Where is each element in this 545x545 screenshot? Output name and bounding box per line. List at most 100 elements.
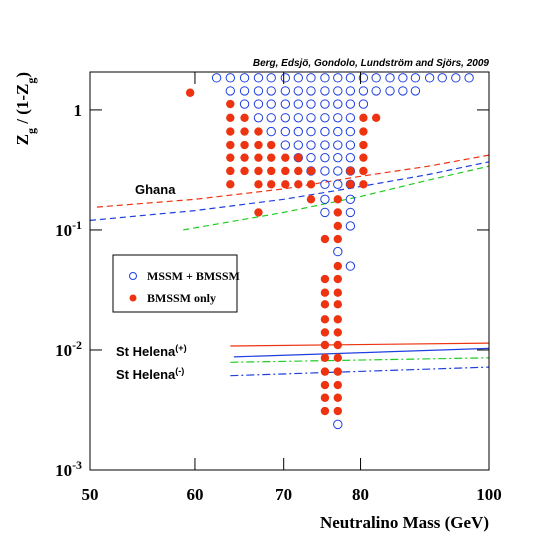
y-tick-label: 1 bbox=[74, 101, 83, 120]
open-point bbox=[345, 221, 356, 231]
open-point bbox=[398, 86, 408, 96]
open-point bbox=[280, 86, 291, 96]
legend-marker bbox=[129, 294, 137, 302]
open-point bbox=[345, 207, 356, 218]
filled-point bbox=[333, 328, 343, 337]
open-point bbox=[345, 126, 356, 137]
x-tick-label: 60 bbox=[186, 485, 203, 504]
filled-point bbox=[254, 180, 263, 189]
open-point bbox=[345, 113, 356, 123]
filled-point bbox=[306, 195, 316, 204]
open-point bbox=[293, 73, 304, 83]
open-point bbox=[306, 99, 316, 109]
filled-point bbox=[240, 153, 249, 162]
filled-point bbox=[359, 166, 368, 176]
open-point bbox=[293, 86, 304, 96]
open-point bbox=[320, 86, 330, 96]
filled-point bbox=[226, 113, 235, 122]
open-point bbox=[345, 73, 356, 83]
filled-point bbox=[320, 328, 330, 337]
filled-point bbox=[333, 221, 343, 231]
filled-point bbox=[281, 166, 290, 176]
annotation: St Helena(-) bbox=[116, 366, 184, 382]
filled-point bbox=[333, 300, 343, 309]
open-point bbox=[320, 207, 330, 218]
open-point bbox=[385, 86, 395, 96]
filled-point bbox=[320, 380, 330, 390]
filled-point bbox=[306, 166, 316, 176]
open-point bbox=[333, 152, 343, 163]
open-point bbox=[280, 73, 291, 83]
open-point bbox=[410, 86, 421, 96]
plot-frame bbox=[89, 71, 490, 471]
open-point bbox=[358, 86, 369, 96]
open-point bbox=[266, 73, 276, 83]
open-point bbox=[320, 73, 330, 83]
filled-point bbox=[359, 113, 368, 122]
filled-point bbox=[333, 315, 343, 324]
filled-point bbox=[359, 140, 368, 150]
open-point bbox=[293, 113, 304, 123]
filled-point bbox=[281, 153, 290, 162]
open-point bbox=[320, 113, 330, 123]
filled-point bbox=[226, 127, 235, 136]
filled-point bbox=[333, 380, 343, 390]
open-point bbox=[266, 86, 276, 96]
open-point bbox=[320, 152, 330, 163]
filled-point bbox=[320, 315, 330, 324]
open-point bbox=[320, 194, 330, 205]
filled-point bbox=[346, 166, 355, 176]
x-tick-label: 50 bbox=[82, 485, 99, 504]
y-tick-label: 10-1 bbox=[55, 218, 82, 240]
open-point bbox=[424, 73, 435, 83]
open-point bbox=[306, 140, 316, 150]
annotation: St Helena(+) bbox=[116, 343, 187, 359]
filled-point bbox=[294, 166, 303, 176]
open-point bbox=[333, 73, 343, 83]
y-tick-label: 10-2 bbox=[55, 338, 82, 360]
open-point bbox=[345, 261, 356, 271]
filled-point bbox=[371, 113, 381, 122]
filled-point bbox=[267, 180, 276, 189]
filled-point bbox=[185, 88, 195, 97]
filled-point bbox=[333, 261, 343, 271]
y-axis-label: Zg / (1-Zg) bbox=[13, 72, 38, 145]
filled-point bbox=[254, 208, 263, 217]
open-point bbox=[345, 194, 356, 205]
open-point bbox=[280, 126, 291, 137]
filled-point bbox=[226, 180, 235, 189]
open-point bbox=[253, 99, 264, 109]
credit: Berg, Edsjö, Gondolo, Lundström and Sjör… bbox=[253, 58, 490, 69]
open-point bbox=[451, 73, 461, 83]
open-point bbox=[306, 73, 316, 83]
filled-point bbox=[359, 180, 368, 189]
x-tick-label: 70 bbox=[275, 485, 292, 504]
filled-point bbox=[333, 367, 343, 376]
filled-point bbox=[359, 153, 368, 162]
filled-point bbox=[320, 406, 330, 416]
filled-point bbox=[333, 288, 343, 297]
open-point bbox=[253, 113, 264, 123]
open-point bbox=[345, 152, 356, 163]
filled-point bbox=[359, 127, 368, 136]
filled-point bbox=[240, 113, 249, 122]
open-point bbox=[280, 99, 291, 109]
open-point bbox=[371, 73, 381, 83]
open-point bbox=[371, 86, 381, 96]
open-point bbox=[333, 246, 343, 257]
filled-point bbox=[254, 153, 263, 162]
open-point bbox=[320, 179, 330, 190]
filled-point bbox=[267, 166, 276, 176]
legend-label: MSSM + BMSSM bbox=[147, 269, 240, 283]
filled-point bbox=[333, 340, 343, 350]
model-line bbox=[183, 165, 490, 231]
model-line bbox=[233, 347, 490, 358]
filled-point bbox=[320, 274, 330, 284]
open-point bbox=[464, 73, 474, 83]
filled-point bbox=[333, 393, 343, 402]
legend-box bbox=[112, 254, 238, 313]
filled-point bbox=[281, 180, 290, 189]
filled-point bbox=[333, 234, 343, 244]
open-point bbox=[211, 73, 222, 83]
